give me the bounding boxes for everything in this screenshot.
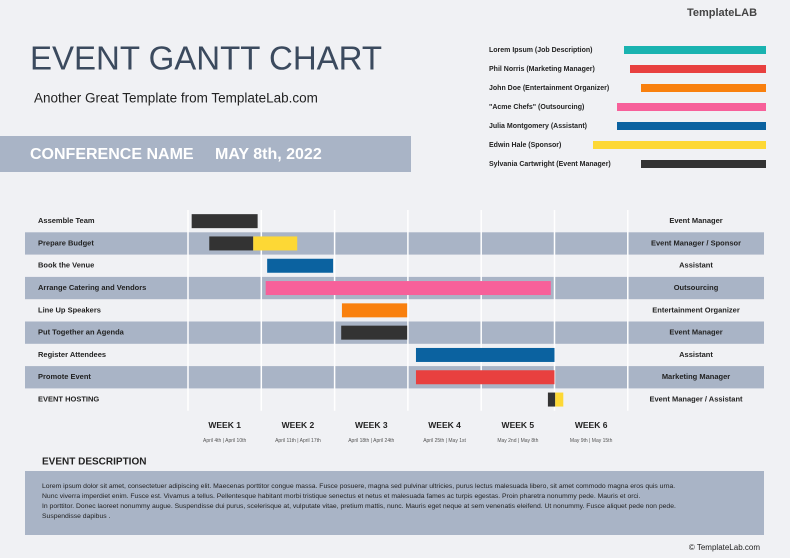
task-name: Prepare Budget: [38, 238, 94, 247]
task-name: Put Together an Agenda: [38, 328, 125, 337]
task-owner: Event Manager / Sponsor: [651, 238, 741, 247]
description-line: Nunc viverra imperdiet enim. Fusce est. …: [42, 493, 640, 500]
description-line: Lorem ipsum dolor sit amet, consectetuer…: [42, 483, 675, 490]
task-name: Assemble Team: [38, 216, 95, 225]
description-heading: EVENT DESCRIPTION: [42, 457, 146, 468]
legend-bar: [617, 122, 766, 130]
task-bar: [415, 347, 555, 362]
week-dates: April 18th | April 24th: [348, 438, 394, 444]
task-bar: [341, 303, 408, 318]
task-owner: Marketing Manager: [662, 372, 730, 381]
task-owner: Event Manager: [669, 328, 722, 337]
legend-label: "Acme Chefs" (Outsourcing): [489, 104, 584, 111]
row-band: [25, 366, 764, 389]
logo: TemplateLAB: [687, 7, 757, 19]
week-label: WEEK 5: [502, 420, 535, 430]
task-bar: [209, 236, 254, 251]
legend-label: Phil Norris (Marketing Manager): [489, 66, 595, 73]
task-name: Book the Venue: [38, 261, 94, 270]
footer: © TemplateLab.com: [689, 543, 760, 552]
week-label: WEEK 4: [428, 420, 461, 430]
legend-bar: [641, 160, 766, 168]
legend-bar: [617, 103, 766, 111]
week-label: WEEK 2: [282, 420, 315, 430]
task-bar: [555, 392, 564, 407]
task-owner: Assistant: [679, 350, 713, 359]
task-name: Promote Event: [38, 372, 91, 381]
week-dates: April 4th | April 10th: [203, 438, 246, 444]
task-bar: [191, 214, 258, 229]
title: EVENT GANTT CHART: [30, 40, 382, 77]
legend-bar: [641, 84, 766, 92]
subtitle: Another Great Template from TemplateLab.…: [34, 91, 318, 106]
description-line: In porttitor. Donec laoreet nonummy augu…: [42, 503, 676, 510]
conference-name: CONFERENCE NAME: [30, 146, 194, 163]
banner: [0, 136, 411, 172]
week-label: WEEK 1: [208, 420, 241, 430]
task-owner: Assistant: [679, 261, 713, 270]
task-bar: [547, 392, 556, 407]
legend-bar: [624, 46, 766, 54]
legend-label: Sylvania Cartwright (Event Manager): [489, 161, 611, 168]
legend-bar: [593, 141, 766, 149]
legend-label: Lorem Ipsum (Job Description): [489, 47, 592, 54]
task-owner: Entertainment Organizer: [652, 305, 740, 314]
task-bar: [265, 281, 551, 296]
conference-date: MAY 8th, 2022: [215, 146, 322, 163]
task-bar: [341, 325, 408, 340]
task-name: Line Up Speakers: [38, 305, 101, 314]
task-bar: [415, 370, 555, 385]
legend-label: Julia Montgomery (Assistant): [489, 123, 587, 130]
task-name: Arrange Catering and Vendors: [38, 283, 146, 292]
week-dates: April 11th | April 17th: [275, 438, 321, 444]
task-bar: [267, 258, 334, 273]
description-line: Suspendisse dapibus .: [42, 513, 111, 520]
week-label: WEEK 3: [355, 420, 388, 430]
legend-label: John Doe (Entertainment Organizer): [489, 85, 609, 92]
task-name: Register Attendees: [38, 350, 106, 359]
description-box: [25, 471, 764, 535]
task-owner: Event Manager / Assistant: [649, 395, 743, 404]
week-label: WEEK 6: [575, 420, 608, 430]
task-name: EVENT HOSTING: [38, 395, 99, 404]
task-owner: Outsourcing: [674, 283, 719, 292]
legend-bar: [630, 65, 766, 73]
week-dates: April 25th | May 1st: [423, 438, 466, 444]
week-dates: May 9th | May 15th: [570, 438, 613, 444]
week-dates: May 2nd | May 8th: [497, 438, 538, 444]
task-bar: [253, 236, 298, 251]
legend-label: Edwin Hale (Sponsor): [489, 142, 561, 149]
task-owner: Event Manager: [669, 216, 722, 225]
